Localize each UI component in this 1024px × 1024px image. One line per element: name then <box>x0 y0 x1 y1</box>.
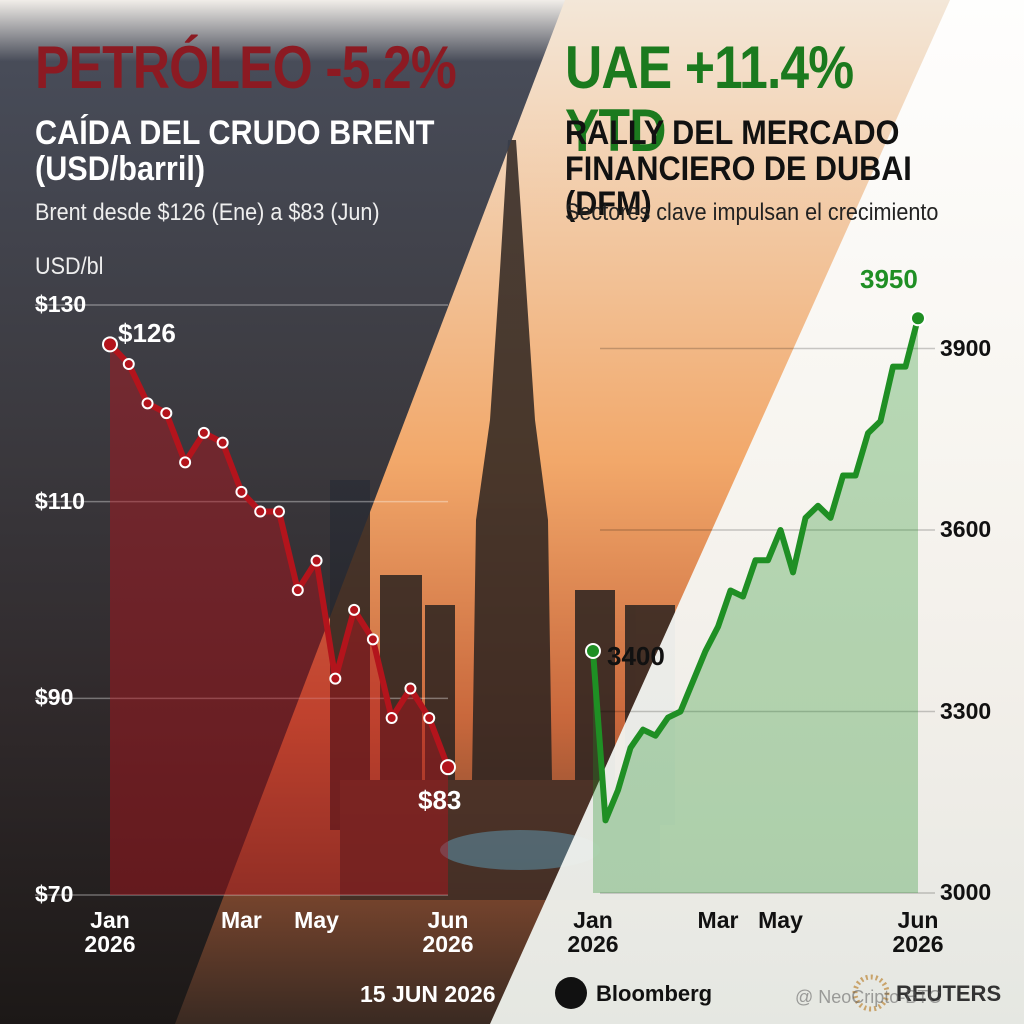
point <box>102 336 118 353</box>
point <box>910 310 926 327</box>
x-tick-label: Jan 2026 <box>567 907 619 958</box>
x-tick-label: Jun 2026 <box>422 907 474 958</box>
area <box>593 318 918 893</box>
line <box>590 317 921 824</box>
point <box>254 505 267 518</box>
y-axis-label: USD/bl <box>35 253 104 280</box>
annotation: Sectores clave impulsan el crecimiento <box>565 199 939 226</box>
point <box>385 712 398 724</box>
bloomberg-logo <box>555 977 587 1009</box>
y-tick-label: $110 <box>35 487 85 514</box>
data-label: $126 <box>118 318 176 349</box>
chart-title: UAE +11.4% YTD <box>565 34 854 164</box>
chart-subtitle: RALLY DEL MERCADO FINANCIERO DE DUBAI (D… <box>565 114 912 224</box>
point <box>329 672 342 685</box>
reuters-logo <box>852 974 890 1012</box>
point <box>160 407 173 420</box>
point <box>179 456 192 469</box>
point <box>197 426 210 439</box>
y-tick-label: $90 <box>35 684 74 711</box>
data-label: $83 <box>418 785 462 816</box>
area <box>110 344 448 895</box>
point <box>273 505 285 518</box>
point <box>423 712 436 724</box>
point <box>291 584 304 597</box>
x-tick-label: May <box>758 907 803 933</box>
y-tick-label: 3600 <box>940 516 992 542</box>
plots <box>35 304 935 896</box>
point <box>141 397 154 410</box>
y-tick-label: 3900 <box>940 334 992 361</box>
x-tick-label: Mar <box>697 907 739 933</box>
point <box>348 603 361 616</box>
x-tick-label: May <box>294 907 339 933</box>
point <box>440 759 456 776</box>
x-tick-label: Jun 2026 <box>892 907 944 958</box>
point <box>366 633 379 646</box>
data-label: 3400 <box>607 641 665 671</box>
point <box>585 643 601 659</box>
date: 15 JUN 2026 <box>360 981 496 1007</box>
x-tick-label: Mar <box>220 907 262 933</box>
point <box>122 358 135 370</box>
point <box>404 682 417 695</box>
y-tick-label: $130 <box>35 291 87 317</box>
y-tick-label: 3000 <box>940 879 992 905</box>
chart-subtitle: CAÍDA DEL CRUDO BRENT (USD/barril) <box>35 114 435 188</box>
point <box>310 554 323 567</box>
chart-title: PETRÓLEO -5.2% <box>35 34 457 101</box>
watermark: @ NeoCripto-BTC <box>795 987 942 1007</box>
y-tick-label: $70 <box>35 881 74 907</box>
point <box>235 485 248 498</box>
source: Bloomberg <box>596 981 713 1006</box>
data-label: 3950 <box>860 264 918 295</box>
y-tick-label: 3300 <box>940 697 992 724</box>
source: REUTERS <box>896 981 1002 1006</box>
annotation: Brent desde $126 (Ene) a $83 (Jun) <box>35 199 380 226</box>
point <box>216 436 229 449</box>
x-tick-label: Jan 2026 <box>84 907 136 958</box>
